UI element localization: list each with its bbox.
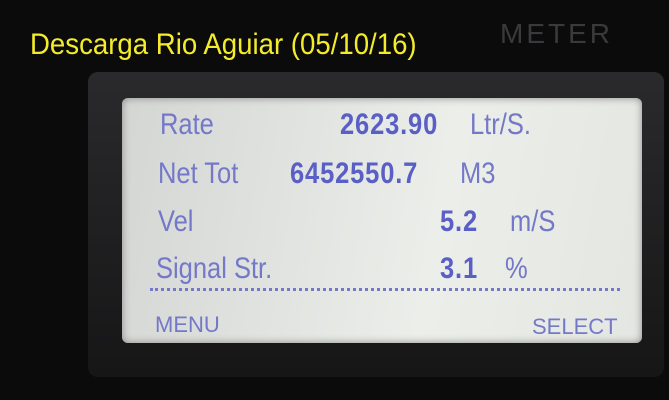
row-label: Signal Str. (156, 252, 272, 286)
row-label: Vel (158, 205, 193, 239)
row-unit: M3 (460, 157, 495, 191)
row-label: Net Tot (158, 157, 238, 191)
row-unit: % (505, 252, 528, 286)
softkey-select: SELECT (532, 314, 618, 340)
row-value: 2623.90 (340, 108, 438, 142)
row-value: 3.1 (440, 252, 478, 286)
row-value: 5.2 (440, 205, 478, 239)
row-unit: Ltr/S. (470, 108, 531, 142)
row-value: 6452550.7 (290, 157, 418, 191)
caption-title: Descarga Rio Aguiar (05/10/16) (30, 28, 417, 62)
softkey-menu: MENU (155, 312, 220, 338)
row-label: Rate (160, 108, 214, 142)
screenshot: METER Rate 2623.90 Ltr/S. Net Tot 6452550.7 M… (0, 0, 669, 400)
device-label: METER (500, 18, 613, 50)
separator (150, 288, 620, 291)
row-unit: m/S (510, 205, 555, 239)
